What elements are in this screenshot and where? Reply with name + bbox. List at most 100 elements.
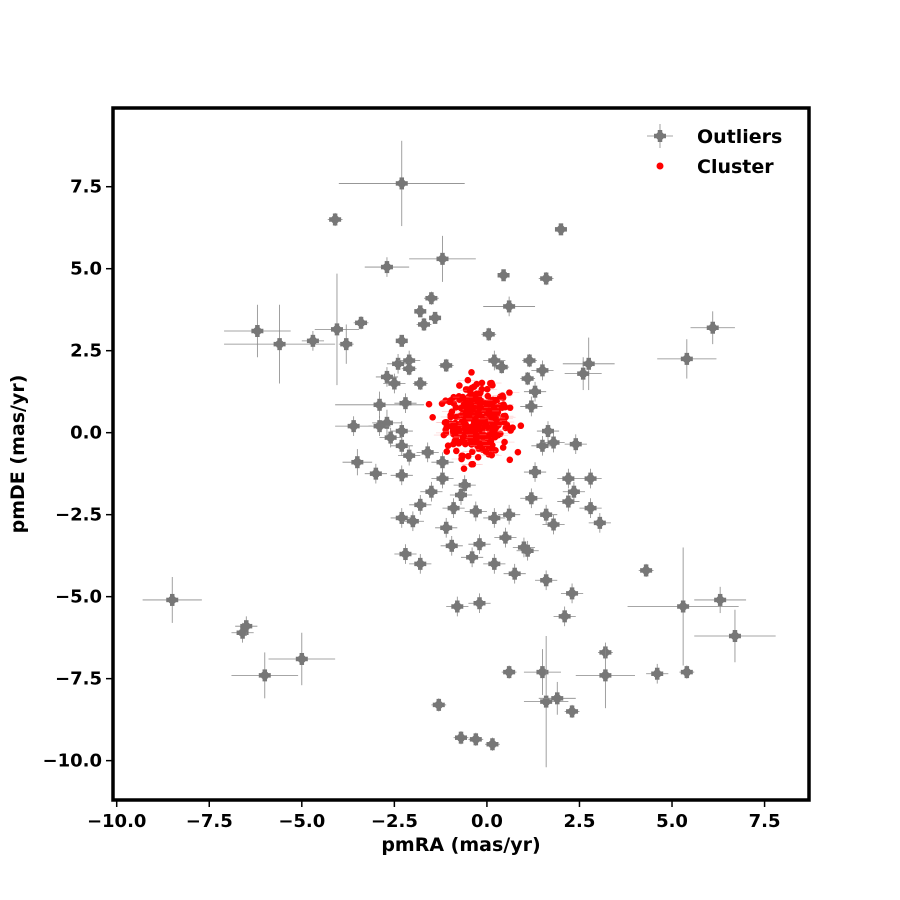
legend-item-outliers: Outliers	[647, 124, 782, 148]
outlier-point	[364, 463, 387, 484]
legend-cluster-label: Cluster	[697, 156, 774, 178]
cluster-point	[475, 425, 482, 433]
cluster-series	[425, 369, 525, 472]
outlier-point	[562, 481, 586, 502]
legend-outliers-label: Outliers	[697, 126, 782, 148]
outlier-point	[338, 140, 465, 227]
outlier-point	[386, 353, 410, 374]
outlier-point	[231, 652, 299, 699]
outlier-point	[560, 583, 584, 604]
cluster-point	[460, 401, 468, 408]
outlier-point	[364, 257, 410, 277]
x-axis-label: pmRA (mas/yr)	[381, 834, 540, 856]
cluster-point	[451, 437, 459, 445]
outlier-point	[494, 527, 517, 548]
outlier-point	[553, 606, 576, 627]
outlier-point	[446, 596, 469, 617]
cluster-point	[492, 392, 513, 399]
x-tick-label: −2.5	[371, 811, 418, 832]
cluster-point	[464, 405, 471, 413]
cluster-point	[495, 413, 516, 421]
outlier-point	[690, 311, 735, 345]
cluster-point	[478, 379, 486, 387]
outlier-point	[327, 212, 343, 227]
outlier-point	[483, 296, 536, 317]
outlier-point	[538, 681, 576, 715]
outlier-point	[694, 609, 776, 663]
outlier-point	[268, 632, 336, 686]
cluster-point	[455, 426, 463, 434]
cluster-point	[474, 410, 481, 417]
outlier-point	[394, 393, 417, 414]
cluster-point	[468, 369, 475, 376]
outlier-point	[646, 663, 669, 684]
outlier-point	[431, 698, 447, 712]
cluster-point	[447, 411, 454, 419]
outlier-point	[390, 465, 413, 486]
plot-frame	[111, 106, 811, 802]
cluster-point	[452, 447, 460, 455]
outlier-point	[429, 311, 442, 324]
outlier-point	[412, 376, 428, 391]
cluster-point	[460, 465, 468, 472]
outlier-point	[638, 563, 654, 577]
outlier-point	[449, 485, 473, 505]
cluster-point	[468, 426, 476, 434]
outlier-point	[520, 372, 536, 386]
outlier-point	[398, 445, 421, 466]
outlier-point	[516, 540, 539, 561]
outlier-point	[523, 649, 561, 696]
outlier-point	[401, 362, 417, 376]
outlier-point	[438, 358, 454, 373]
x-tick-label: 2.5	[564, 811, 596, 832]
cluster-point	[503, 423, 510, 430]
outlier-point	[435, 517, 458, 538]
cluster-point	[478, 407, 499, 415]
cluster-point	[506, 456, 514, 464]
outlier-point	[468, 534, 491, 555]
outlier-point	[557, 468, 580, 489]
outlier-point	[483, 554, 506, 574]
outlier-point	[301, 331, 325, 351]
cluster-point	[488, 445, 496, 452]
cluster-point	[444, 442, 452, 449]
outlier-point	[335, 416, 373, 436]
cluster-point	[474, 454, 482, 461]
outlier-point	[416, 317, 432, 332]
cluster-point	[484, 423, 492, 431]
x-tick-label: 7.5	[749, 811, 781, 832]
cluster-point	[460, 386, 481, 394]
outlier-point	[342, 449, 373, 476]
outlier-point	[379, 427, 402, 448]
y-tick-label: 0.0	[70, 423, 102, 444]
outliers-series	[142, 140, 776, 768]
x-tick-label: 0.0	[471, 811, 503, 832]
y-tick-label: −10.0	[43, 751, 103, 772]
legend-outliers-marker	[647, 124, 673, 148]
cluster-point	[470, 442, 491, 449]
legend: Outliers Cluster	[647, 124, 782, 178]
cluster-point	[425, 400, 433, 408]
cluster-point	[474, 397, 482, 405]
outlier-point	[314, 273, 360, 386]
outlier-point	[440, 535, 463, 556]
cluster-point	[498, 404, 506, 411]
outlier-point	[416, 442, 439, 463]
outlier-point	[235, 616, 258, 637]
y-tick-label: −7.5	[55, 669, 102, 690]
cluster-point	[452, 404, 460, 411]
cluster-point	[441, 419, 449, 426]
y-tick-label: −2.5	[55, 505, 102, 526]
cluster-point	[489, 381, 496, 389]
outlier-point	[394, 544, 417, 564]
cluster-point	[481, 451, 502, 459]
outlier-point	[224, 304, 336, 384]
x-tick-label: −10.0	[87, 811, 147, 832]
outlier-point	[442, 498, 465, 518]
outlier-point	[588, 513, 611, 533]
outlier-point	[497, 269, 510, 282]
outlier-point	[501, 665, 517, 679]
outlier-point	[535, 570, 558, 591]
cluster-point	[429, 413, 436, 421]
outlier-point	[401, 511, 424, 532]
